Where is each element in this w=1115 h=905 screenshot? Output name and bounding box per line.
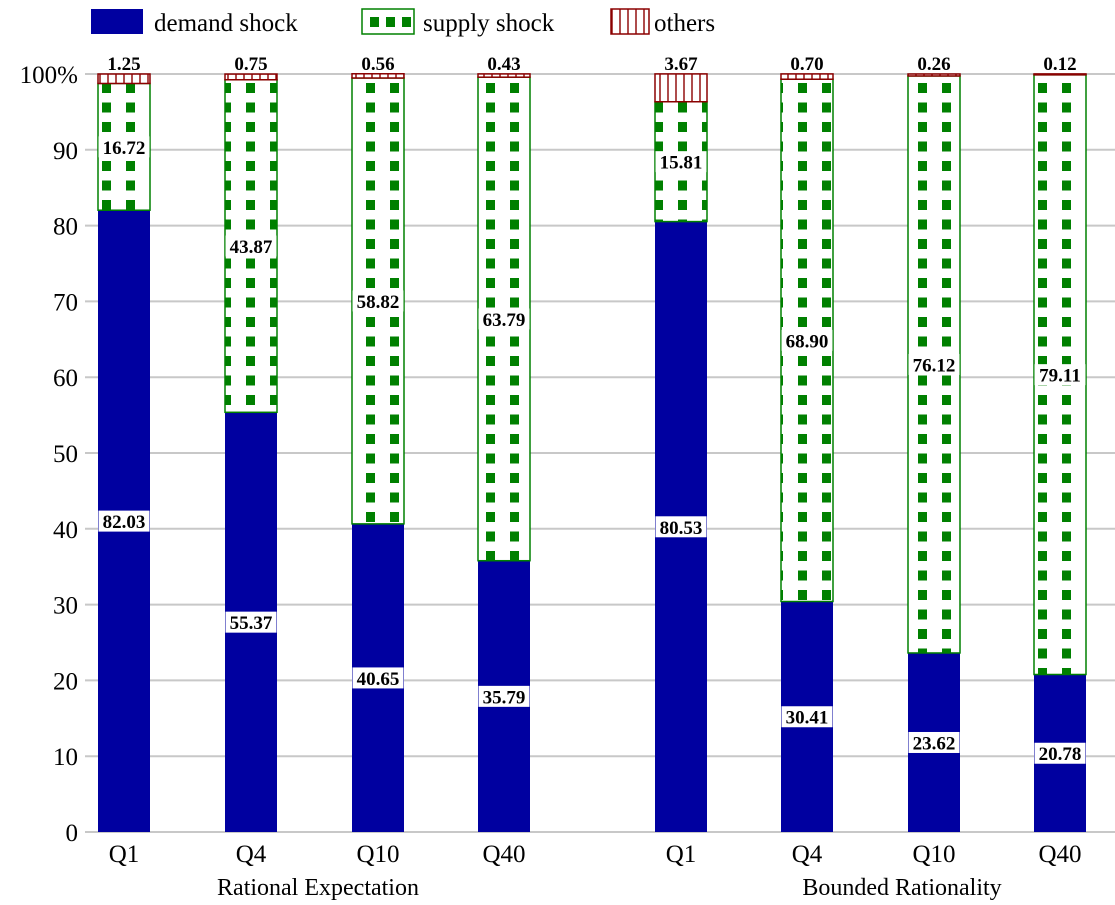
data-label-bg bbox=[655, 516, 707, 538]
data-label-demand: 23.62 bbox=[913, 733, 956, 754]
data-label-bg bbox=[352, 667, 404, 689]
data-label-others: 0.56 bbox=[361, 54, 394, 75]
y-tick-label: 10 bbox=[53, 744, 78, 771]
data-label-demand: 82.03 bbox=[103, 512, 146, 533]
y-tick-label: 50 bbox=[53, 441, 78, 468]
data-label-supply: 15.81 bbox=[660, 153, 703, 174]
legend-swatch-others bbox=[610, 8, 650, 35]
group-label: Bounded Rationality bbox=[802, 875, 1001, 901]
x-tick-label: Q1 bbox=[109, 841, 140, 868]
data-label-supply: 58.82 bbox=[357, 292, 400, 313]
data-label-others: 0.43 bbox=[487, 54, 520, 75]
legend-label-others: others bbox=[654, 10, 715, 37]
data-label-supply: 43.87 bbox=[230, 237, 273, 258]
data-label-others: 0.75 bbox=[234, 54, 267, 75]
legend-item-others: others bbox=[610, 8, 715, 37]
data-label-bg bbox=[781, 706, 833, 728]
data-label-demand: 30.41 bbox=[786, 708, 829, 729]
x-tick-label: Q10 bbox=[912, 841, 955, 868]
y-tick-label: 90 bbox=[53, 138, 78, 165]
bar-segment-others bbox=[907, 73, 961, 77]
legend: demand shock supply shock others bbox=[91, 8, 715, 37]
y-tick-label: 70 bbox=[53, 289, 78, 316]
legend-swatch-supply-dot bbox=[402, 17, 411, 27]
bar-segment-others bbox=[477, 73, 531, 78]
group-label: Rational Expectation bbox=[217, 875, 419, 901]
data-label-others: 0.26 bbox=[917, 54, 950, 75]
x-tick-label: Q40 bbox=[1038, 841, 1081, 868]
data-label-bg bbox=[908, 353, 960, 375]
data-label-demand: 40.65 bbox=[357, 669, 400, 690]
legend-label-supply: supply shock bbox=[423, 10, 555, 37]
data-label-supply: 79.11 bbox=[1039, 366, 1081, 387]
data-label-bg bbox=[98, 136, 150, 158]
x-tick-label: Q10 bbox=[356, 841, 399, 868]
bar-segment-others bbox=[224, 73, 278, 81]
y-tick-label: 0 bbox=[66, 820, 79, 847]
data-label-bg bbox=[225, 235, 277, 257]
data-label-others: 1.25 bbox=[107, 54, 140, 75]
bar-segment-others bbox=[780, 73, 834, 80]
y-tick-label: 80 bbox=[53, 214, 78, 241]
data-label-bg bbox=[1034, 364, 1086, 386]
legend-swatch-demand bbox=[91, 9, 143, 34]
bar-segment-others bbox=[97, 73, 151, 85]
x-tick-label: Q40 bbox=[482, 841, 525, 868]
legend-swatch-supply-dot bbox=[386, 17, 395, 27]
data-label-others: 0.70 bbox=[790, 54, 823, 75]
y-tick-label: 60 bbox=[53, 365, 78, 392]
group-labels: Rational Expectation Bounded Rationality bbox=[217, 875, 1002, 901]
x-tick-label: Q1 bbox=[666, 841, 697, 868]
data-label-demand: 35.79 bbox=[483, 687, 526, 708]
data-label-bg bbox=[908, 731, 960, 753]
data-label-demand: 55.37 bbox=[230, 613, 273, 634]
data-label-bg bbox=[781, 329, 833, 351]
data-label-bg bbox=[478, 685, 530, 707]
data-label-bg bbox=[1034, 742, 1086, 764]
data-label-others: 0.12 bbox=[1043, 54, 1076, 75]
x-axis-ticks: Q1 Q4 Q10 Q40 Q1 Q4 Q10 Q40 bbox=[109, 841, 1082, 868]
bar-segment-others bbox=[1033, 73, 1087, 76]
legend-item-demand: demand shock bbox=[91, 9, 298, 37]
x-tick-label: Q4 bbox=[792, 841, 823, 868]
y-axis-ticks: 0 10 20 30 40 50 60 70 80 90 100% bbox=[20, 62, 78, 847]
legend-swatch-supply-dot bbox=[370, 17, 379, 27]
x-tick-label: Q4 bbox=[236, 841, 267, 868]
bar-segment-others bbox=[654, 73, 708, 103]
bar-segment-others bbox=[351, 73, 405, 79]
data-label-bg bbox=[352, 290, 404, 312]
y-tick-label: 30 bbox=[53, 593, 78, 620]
data-label-supply: 68.90 bbox=[786, 331, 829, 352]
legend-label-demand: demand shock bbox=[154, 10, 298, 37]
data-label-supply: 16.72 bbox=[103, 138, 146, 159]
data-label-demand: 20.78 bbox=[1039, 744, 1082, 765]
data-label-demand: 80.53 bbox=[660, 518, 703, 539]
y-tick-label: 40 bbox=[53, 517, 78, 544]
y-tick-label: 100% bbox=[20, 62, 78, 89]
y-tick-label: 20 bbox=[53, 668, 78, 695]
data-label-bg bbox=[225, 611, 277, 633]
data-label-bg bbox=[478, 308, 530, 330]
data-label-supply: 76.12 bbox=[913, 355, 956, 376]
legend-item-supply: supply shock bbox=[361, 8, 555, 37]
data-label-bg bbox=[655, 151, 707, 173]
data-label-others: 3.67 bbox=[664, 54, 698, 75]
data-labels: 82.03 16.72 1.25 55.37 43.87 0.75 40.65 58.82 0.… bbox=[98, 54, 1086, 765]
data-label-bg bbox=[98, 510, 150, 532]
data-label-supply: 63.79 bbox=[483, 310, 526, 331]
